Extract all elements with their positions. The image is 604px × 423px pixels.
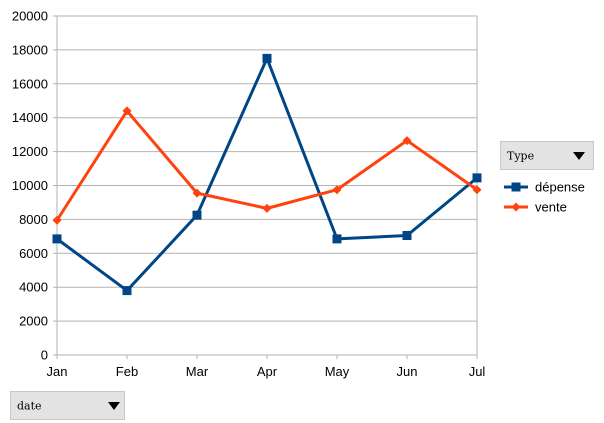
data-series bbox=[52, 53, 482, 296]
data-point bbox=[192, 210, 202, 220]
chevron-down-icon bbox=[573, 151, 585, 160]
date-filter-dropdown[interactable]: date bbox=[10, 391, 125, 420]
legend-marker bbox=[511, 182, 521, 192]
y-tick-label: 14000 bbox=[12, 110, 48, 125]
data-point bbox=[402, 136, 412, 146]
y-tick-label: 4000 bbox=[19, 280, 48, 295]
legend-label: dépense bbox=[535, 180, 585, 195]
data-point bbox=[332, 234, 342, 244]
series-line bbox=[55, 109, 478, 222]
x-tick-label: Jan bbox=[47, 364, 68, 379]
y-tick-label: 2000 bbox=[19, 314, 48, 329]
chevron-down-icon bbox=[108, 401, 120, 410]
series-vente bbox=[52, 106, 482, 225]
type-filter-label: Type bbox=[507, 149, 535, 162]
legend-marker bbox=[511, 202, 521, 212]
axes bbox=[53, 15, 478, 359]
legend-entry: vente bbox=[504, 200, 567, 215]
legend-entry: dépense bbox=[504, 180, 585, 195]
x-axis-tick-labels: Jan Feb Mar Apr May Jun Jul bbox=[47, 364, 486, 379]
data-point bbox=[122, 286, 132, 296]
y-tick-label: 10000 bbox=[12, 178, 48, 193]
y-tick-label: 18000 bbox=[12, 42, 48, 57]
data-point bbox=[262, 53, 272, 63]
date-filter-label: date bbox=[17, 399, 42, 412]
legend-label: vente bbox=[535, 200, 567, 215]
y-tick-label: 8000 bbox=[19, 212, 48, 227]
data-point bbox=[122, 106, 132, 116]
data-point bbox=[192, 188, 202, 198]
data-point bbox=[332, 185, 342, 195]
type-filter-dropdown[interactable]: Type bbox=[500, 141, 594, 170]
y-tick-label: 6000 bbox=[19, 246, 48, 261]
y-tick-label: 20000 bbox=[12, 9, 48, 24]
legend: dépense vente bbox=[504, 180, 585, 215]
x-tick-label: May bbox=[325, 364, 350, 379]
x-tick-label: Feb bbox=[116, 364, 138, 379]
series-line bbox=[56, 56, 478, 293]
x-tick-label: Jul bbox=[469, 364, 486, 379]
y-axis-tick-labels: 0 2000 4000 6000 8000 10000 12000 14000 16000 180… bbox=[12, 9, 48, 363]
x-tick-label: Jun bbox=[397, 364, 418, 379]
y-tick-label: 16000 bbox=[12, 76, 48, 91]
x-tick-label: Apr bbox=[257, 364, 278, 379]
data-point bbox=[262, 203, 272, 213]
y-tick-label: 12000 bbox=[12, 144, 48, 159]
data-point bbox=[472, 173, 482, 183]
data-point bbox=[52, 215, 62, 225]
y-tick-label: 0 bbox=[41, 348, 48, 363]
series-dépense bbox=[52, 53, 482, 296]
data-point bbox=[52, 234, 62, 244]
data-point bbox=[472, 185, 482, 195]
data-point bbox=[402, 231, 412, 241]
x-tick-label: Mar bbox=[186, 364, 209, 379]
